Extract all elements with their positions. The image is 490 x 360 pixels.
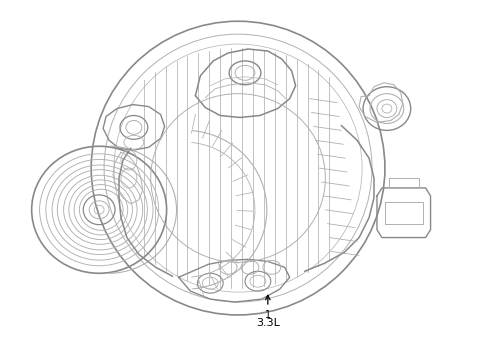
Text: 3.3L: 3.3L — [256, 318, 280, 328]
Text: 1: 1 — [265, 310, 271, 320]
